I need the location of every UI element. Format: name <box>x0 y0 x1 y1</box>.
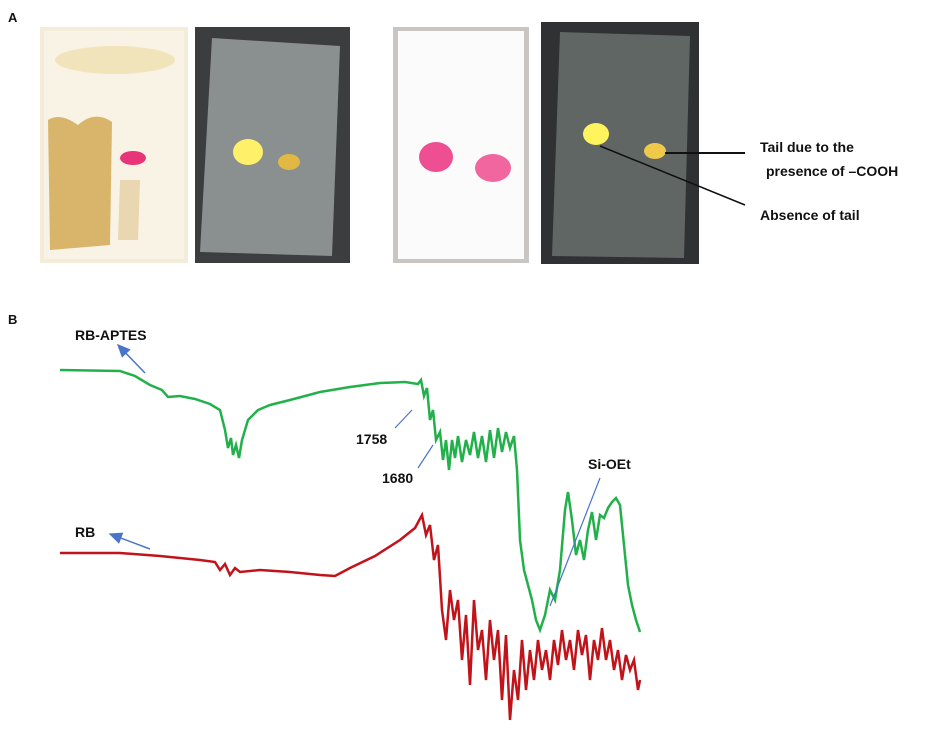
peak-label: 1680 <box>382 470 413 486</box>
spectrum-rb-aptes <box>60 370 640 632</box>
peak-label: Si-OEt <box>588 456 631 472</box>
peak-label: 1758 <box>356 431 387 447</box>
pointer-line <box>418 445 433 468</box>
page: {"panel_a": {"label": "A", "annotations"… <box>0 0 938 735</box>
tlc-plate-1 <box>40 27 188 263</box>
figure: A Tail due to the presence of –COOH Abse… <box>0 0 938 735</box>
annotation: presence of –COOH <box>766 163 898 179</box>
panel-label: B <box>8 312 17 327</box>
annotation: Absence of tail <box>760 207 860 223</box>
tlc-plate-3 <box>393 27 529 263</box>
annotation: Tail due to the <box>760 139 854 155</box>
tlc-plate-4 <box>541 22 699 264</box>
spectrum-label: RB <box>75 524 95 540</box>
pointer-line <box>395 410 412 428</box>
pointer-line <box>550 478 600 606</box>
spectrum-label: RB-APTES <box>75 327 147 343</box>
panel-label: A <box>8 10 18 25</box>
arrow <box>118 345 145 373</box>
arrow <box>110 534 150 549</box>
tlc-plate-2 <box>195 27 350 263</box>
spectrum-rb <box>60 515 640 720</box>
